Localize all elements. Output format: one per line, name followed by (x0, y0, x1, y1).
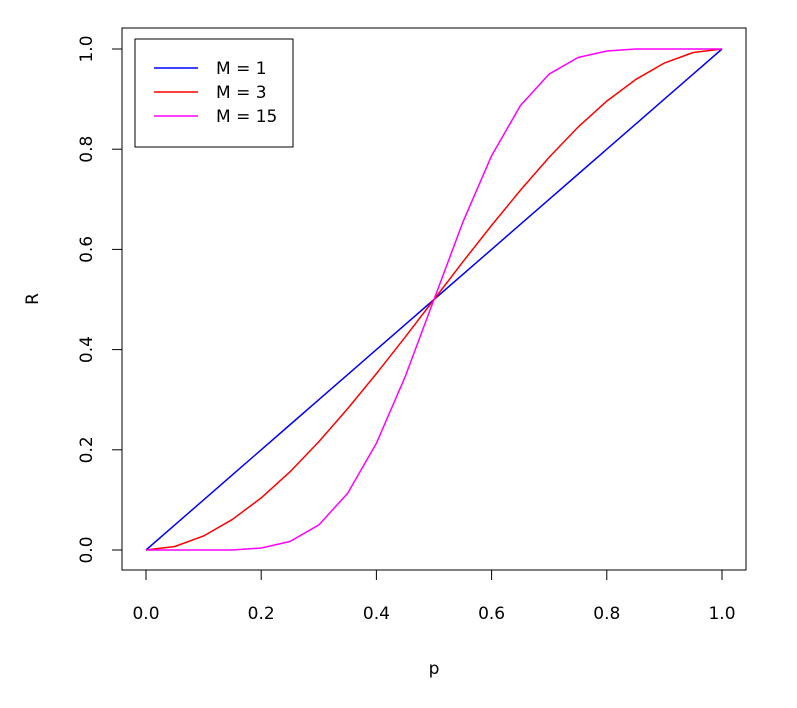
legend-label-2: M = 3 (216, 83, 267, 103)
y-tick-label: 1.0 (77, 35, 97, 62)
y-tick-label: 0.2 (77, 436, 97, 463)
x-tick-label: 0.8 (593, 604, 620, 624)
y-tick-label: 0.6 (77, 236, 97, 263)
x-axis: 0.0 0.2 0.4 0.6 0.8 1.0 (132, 569, 736, 624)
x-tick-label: 0.2 (248, 604, 275, 624)
series-group (145, 48, 723, 551)
legend-label-3: M = 15 (216, 107, 277, 127)
x-tick-label: 0.0 (132, 604, 159, 624)
y-axis-title: R (23, 293, 43, 305)
y-axis: 0.0 0.2 0.4 0.6 0.8 1.0 (77, 35, 123, 564)
y-tick-label: 0.4 (77, 336, 97, 363)
series-line-3 (146, 48, 722, 551)
y-tick-label: 0.8 (77, 136, 97, 163)
legend-label-1: M = 1 (216, 59, 267, 79)
y-tick-label: 0.0 (77, 536, 97, 563)
x-tick-label: 0.4 (363, 604, 390, 624)
legend: M = 1 M = 3 M = 15 (134, 38, 294, 148)
legend-box (134, 38, 294, 148)
x-axis-title: p (429, 659, 440, 679)
x-tick-label: 1.0 (708, 604, 735, 624)
x-tick-label: 0.6 (478, 604, 505, 624)
